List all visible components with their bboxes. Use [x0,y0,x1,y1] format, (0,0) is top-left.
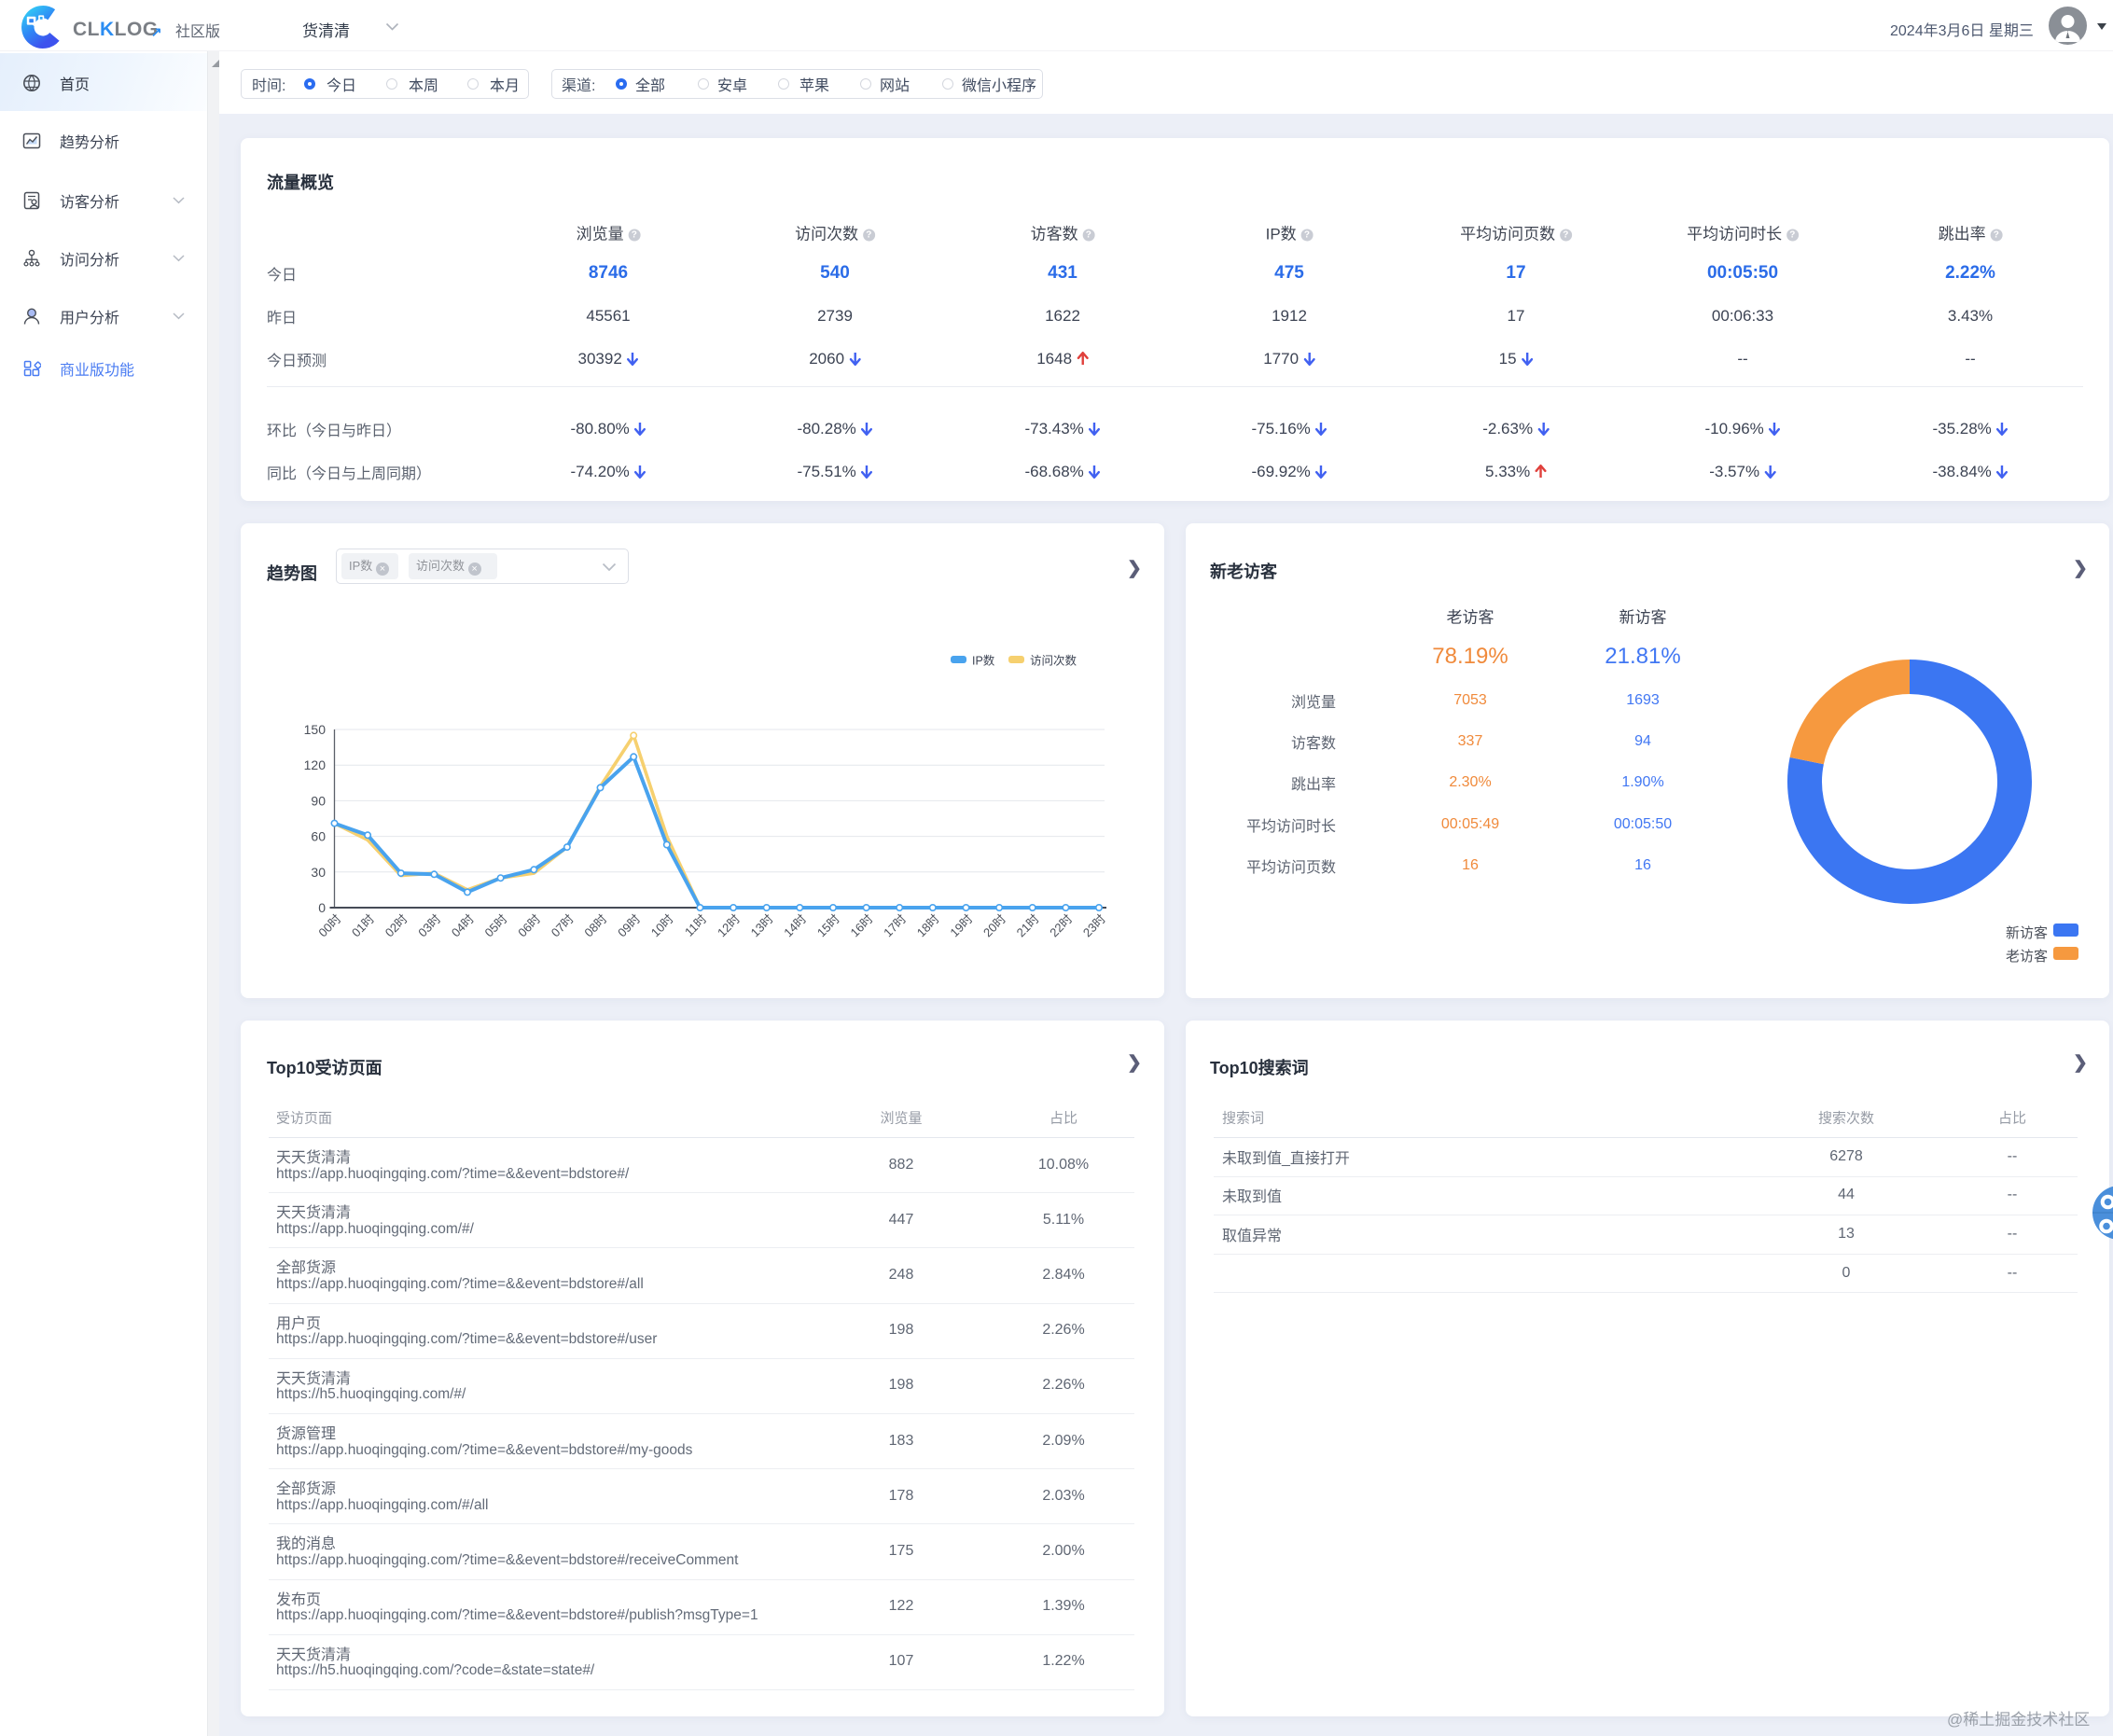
svg-text:07时: 07时 [549,911,577,939]
svg-text:22时: 22时 [1047,911,1075,939]
svg-text:08时: 08时 [581,911,609,939]
svg-text:15时: 15时 [814,911,842,939]
svg-text:09时: 09时 [615,911,643,939]
svg-text:11时: 11时 [682,911,709,938]
svg-text:10时: 10时 [648,911,676,939]
svg-text:30: 30 [311,865,326,880]
svg-text:16时: 16时 [848,911,876,939]
svg-text:17时: 17时 [881,911,909,939]
svg-text:12时: 12时 [715,911,743,939]
svg-text:19时: 19时 [947,911,975,939]
svg-text:150: 150 [304,722,327,737]
svg-text:120: 120 [304,757,327,772]
svg-text:90: 90 [311,793,326,808]
svg-text:01时: 01时 [349,911,377,939]
svg-text:05时: 05时 [482,911,510,939]
svg-text:02时: 02时 [382,911,410,939]
svg-text:06时: 06时 [515,911,543,939]
svg-text:21时: 21时 [1014,911,1042,939]
svg-text:14时: 14时 [781,911,809,939]
svg-text:13时: 13时 [748,911,776,939]
svg-text:0: 0 [318,900,326,915]
svg-text:23时: 23时 [1080,911,1108,939]
svg-text:03时: 03时 [415,911,443,939]
svg-text:20时: 20时 [980,911,1008,939]
svg-text:00时: 00时 [315,911,343,939]
svg-text:60: 60 [311,829,326,844]
svg-text:04时: 04时 [449,911,477,939]
svg-text:18时: 18时 [914,911,942,939]
